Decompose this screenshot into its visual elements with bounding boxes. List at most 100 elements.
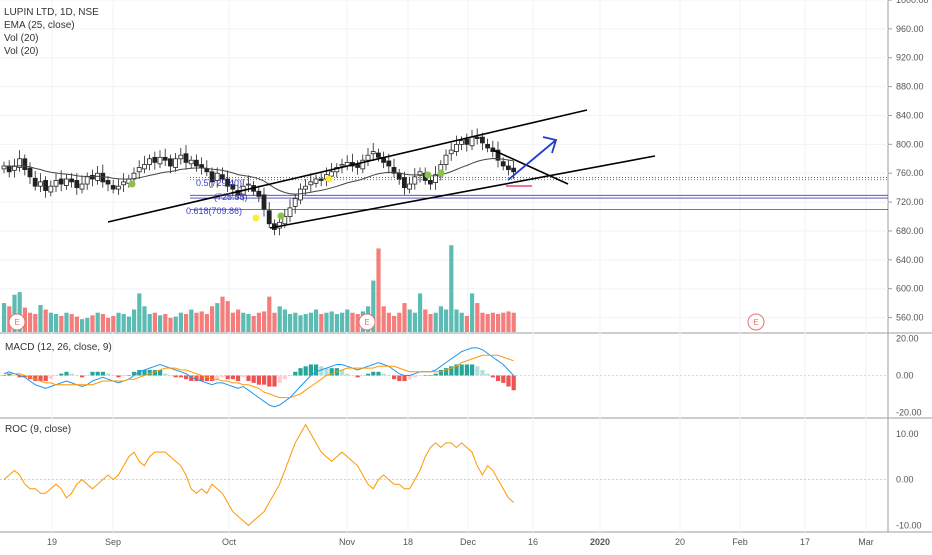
candle-body [261, 194, 267, 210]
volume-bar [459, 312, 464, 332]
candle-body [38, 181, 43, 187]
candle-body [230, 184, 236, 190]
volume-bar [282, 309, 287, 332]
macd-histogram-bar [490, 375, 495, 378]
macd-histogram-bar [459, 364, 464, 376]
volume-bar [28, 312, 33, 332]
volume-bar [152, 312, 157, 332]
macd-histogram-bar [12, 375, 17, 376]
candle-body [282, 216, 288, 225]
candle-body [27, 167, 33, 178]
candle-body [370, 151, 376, 155]
roc-tick-label: 10.00 [896, 429, 919, 439]
signal-dot [252, 214, 260, 222]
volume-bar [111, 315, 116, 332]
macd-histogram-bar [85, 375, 90, 376]
candle-body [318, 178, 324, 181]
candle-body [32, 177, 38, 187]
volume-bar [251, 315, 256, 332]
candle-body [152, 156, 158, 163]
volume-bar [293, 312, 298, 332]
volume-bar [464, 315, 469, 332]
volume-bar [158, 315, 163, 332]
volume-bar [490, 312, 495, 332]
signal-line [4, 354, 514, 399]
candle-body [355, 164, 361, 168]
macd-histogram-bar [173, 375, 178, 378]
macd-histogram-bar [246, 375, 251, 382]
macd-histogram-bar [480, 369, 485, 376]
volume-bar [418, 293, 423, 332]
macd-histogram-bar [272, 375, 277, 387]
macd-histogram-bar [236, 375, 241, 382]
macd-tick-label: 0.00 [896, 371, 914, 381]
candle-body [511, 167, 517, 173]
volume-bar [230, 312, 235, 332]
volume-bar [210, 306, 215, 332]
candle-body [167, 158, 173, 167]
time-tick-label: 17 [800, 537, 810, 547]
macd-histogram-bar [43, 375, 48, 382]
macd-tick-label: -20.00 [896, 407, 922, 417]
candle-body [396, 172, 402, 180]
earnings-marker-1-label: E [14, 318, 19, 327]
volume-bar [142, 306, 147, 332]
candle-body [485, 143, 491, 149]
macd-histogram-bar [288, 375, 293, 376]
macd-histogram-bar [178, 375, 183, 378]
macd-histogram-bar [251, 375, 256, 383]
volume-bar [12, 294, 17, 332]
time-tick-label: 18 [403, 537, 413, 547]
candle-body [84, 176, 90, 185]
candle-body [339, 164, 345, 167]
candle-body [490, 147, 496, 152]
volume-bar [277, 306, 282, 332]
price-tick-label: 800.00 [896, 139, 924, 149]
candle-body [505, 165, 511, 171]
candle-body [64, 178, 69, 186]
macd-histogram-bar [225, 375, 230, 380]
volume-bar [397, 312, 402, 332]
macd-histogram-bar [282, 375, 287, 380]
macd-histogram-bar [402, 375, 407, 382]
signal-dot [437, 169, 445, 177]
volume-bar [100, 314, 105, 332]
volume-bar [215, 303, 220, 332]
macd-histogram-bar [48, 375, 53, 380]
earnings-marker-3[interactable] [747, 313, 765, 331]
volume-bar [59, 315, 64, 332]
candle-body [500, 161, 506, 167]
macd-title: MACD (12, 26, close, 9) [5, 342, 112, 353]
volume-bar [137, 293, 142, 332]
macd-histogram-bar [163, 373, 168, 376]
volume-bar [308, 312, 313, 332]
volume-bar [340, 312, 345, 332]
macd-histogram-bar [194, 375, 199, 382]
volume-bar [329, 311, 334, 332]
macd-histogram-bar [501, 375, 506, 383]
volume-bar [444, 309, 449, 332]
macd-histogram-bar [470, 364, 475, 376]
macd-histogram-bar [506, 375, 511, 387]
time-tick-label: Feb [732, 537, 748, 547]
macd-histogram-bar [152, 369, 157, 376]
volume-bar [355, 314, 360, 332]
earnings-marker-2[interactable] [358, 313, 376, 331]
macd-histogram-bar [95, 371, 100, 376]
fib-annotation-1: (725.55) [214, 192, 248, 202]
candle-body [469, 136, 475, 147]
candle-body [308, 181, 314, 186]
candle-body [204, 168, 210, 173]
volume-bar [194, 312, 199, 332]
earnings-marker-1[interactable] [8, 313, 26, 331]
breakout-arrowhead [542, 136, 558, 154]
candle-body [433, 174, 439, 184]
macd-histogram-bar [407, 375, 412, 380]
volume-bar [288, 314, 293, 332]
candle-body [188, 159, 194, 165]
candle-body [427, 180, 433, 185]
macd-histogram-bar [33, 375, 38, 382]
macd-histogram-bar [184, 375, 189, 380]
channel-upper-line [107, 109, 588, 223]
volume-bar [33, 314, 38, 332]
